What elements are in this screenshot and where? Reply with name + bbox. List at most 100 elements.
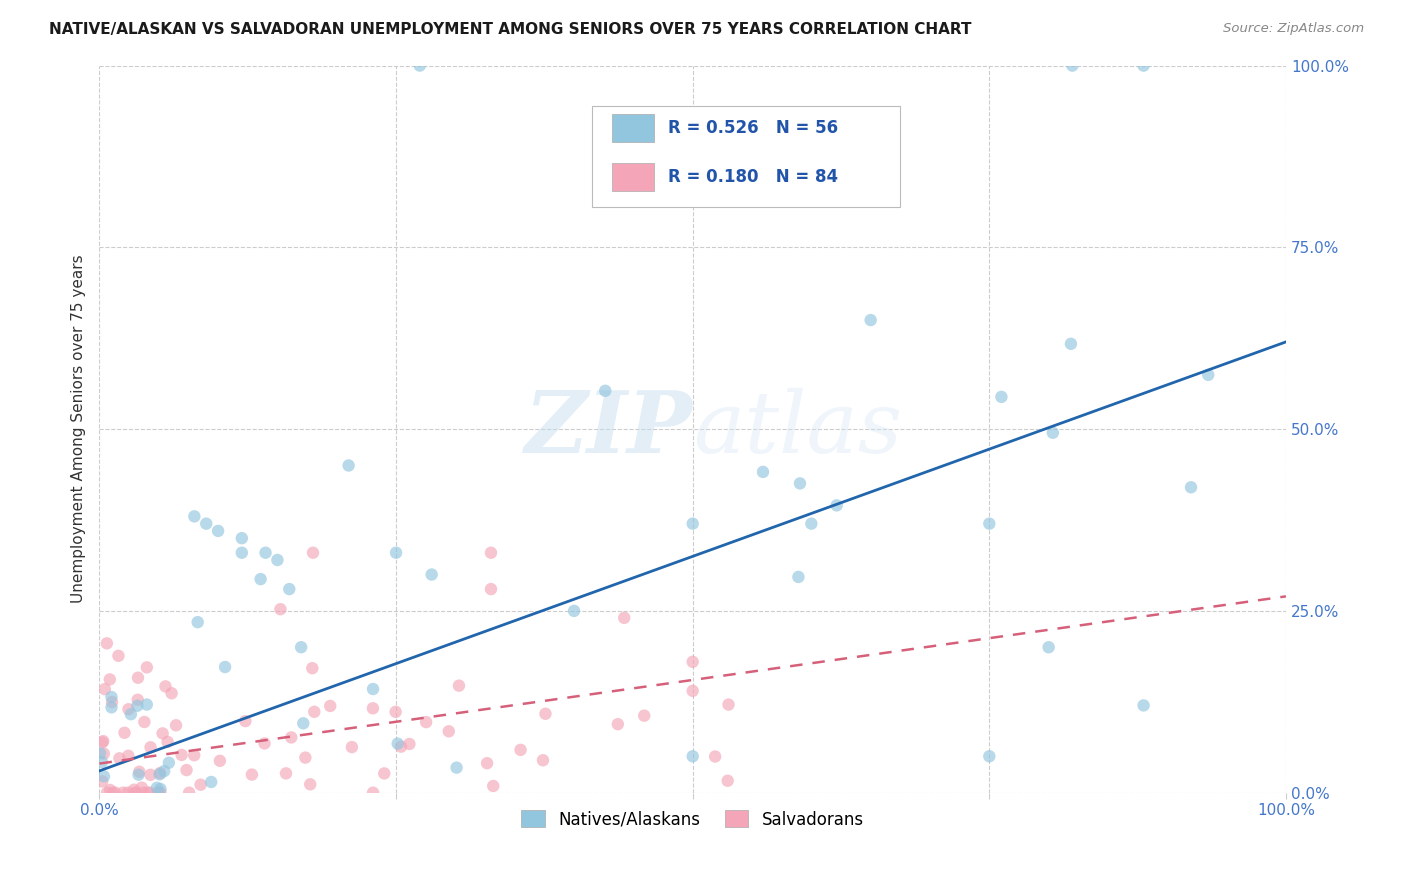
- Point: [100, 700, 122, 714]
- Point: [125, 786, 148, 800]
- Point: [149, 766, 172, 780]
- Point: [292, 716, 315, 731]
- Point: [294, 750, 316, 764]
- Point: [91, 774, 114, 789]
- Point: [1132, 59, 1154, 73]
- Point: [93, 747, 115, 761]
- Point: [280, 731, 302, 745]
- Point: [160, 686, 183, 700]
- Point: [91, 734, 114, 748]
- Point: [409, 59, 432, 73]
- Point: [139, 768, 162, 782]
- Point: [340, 740, 363, 755]
- Point: [299, 777, 322, 791]
- Point: [240, 767, 263, 781]
- Point: [91, 755, 114, 769]
- Point: [389, 739, 412, 754]
- Point: [415, 715, 437, 730]
- Point: [91, 735, 114, 749]
- Point: [420, 567, 443, 582]
- Point: [100, 690, 122, 704]
- Point: [96, 786, 118, 800]
- Point: [124, 786, 146, 800]
- Point: [1062, 59, 1084, 73]
- Point: [127, 698, 149, 713]
- Point: [752, 465, 775, 479]
- Point: [132, 786, 155, 800]
- Point: [385, 546, 408, 560]
- Text: R = 0.526   N = 56: R = 0.526 N = 56: [668, 120, 838, 137]
- Point: [562, 604, 585, 618]
- Point: [269, 602, 291, 616]
- Point: [155, 679, 177, 693]
- FancyBboxPatch shape: [592, 105, 900, 207]
- Point: [509, 743, 531, 757]
- Point: [117, 786, 139, 800]
- Point: [152, 726, 174, 740]
- Point: [190, 778, 212, 792]
- Point: [117, 702, 139, 716]
- Point: [89, 746, 111, 760]
- Point: [787, 570, 810, 584]
- Point: [1042, 425, 1064, 440]
- Point: [606, 717, 628, 731]
- Point: [373, 766, 395, 780]
- Point: [266, 553, 288, 567]
- Point: [183, 748, 205, 763]
- Text: R = 0.180   N = 84: R = 0.180 N = 84: [668, 168, 838, 186]
- Point: [361, 786, 384, 800]
- Point: [249, 572, 271, 586]
- Point: [361, 701, 384, 715]
- Point: [1038, 640, 1060, 655]
- Point: [302, 546, 325, 560]
- Point: [148, 786, 170, 800]
- Point: [990, 390, 1012, 404]
- Point: [128, 764, 150, 779]
- Point: [1180, 480, 1202, 494]
- Point: [1197, 368, 1219, 382]
- Point: [170, 747, 193, 762]
- Point: [101, 695, 124, 709]
- FancyBboxPatch shape: [612, 114, 654, 142]
- Point: [682, 655, 704, 669]
- Point: [301, 661, 323, 675]
- Point: [446, 761, 468, 775]
- Point: [682, 749, 704, 764]
- Point: [593, 384, 616, 398]
- Text: atlas: atlas: [693, 388, 901, 470]
- Point: [278, 582, 301, 596]
- Point: [149, 786, 172, 800]
- Point: [437, 724, 460, 739]
- Point: [127, 671, 149, 685]
- Point: [208, 754, 231, 768]
- Point: [157, 756, 180, 770]
- Point: [93, 769, 115, 783]
- Point: [112, 786, 135, 800]
- Point: [128, 767, 150, 781]
- Point: [387, 737, 409, 751]
- Point: [231, 546, 253, 560]
- Point: [114, 725, 136, 739]
- Point: [195, 516, 218, 531]
- FancyBboxPatch shape: [612, 163, 654, 191]
- Point: [120, 707, 142, 722]
- Point: [304, 705, 326, 719]
- Point: [131, 780, 153, 795]
- Point: [337, 458, 360, 473]
- Point: [165, 718, 187, 732]
- Point: [134, 714, 156, 729]
- Point: [200, 775, 222, 789]
- Point: [176, 763, 198, 777]
- Y-axis label: Unemployment Among Seniors over 75 years: Unemployment Among Seniors over 75 years: [72, 255, 86, 604]
- Point: [479, 582, 502, 596]
- Point: [482, 779, 505, 793]
- Point: [139, 740, 162, 755]
- Point: [789, 476, 811, 491]
- Point: [187, 615, 209, 629]
- Point: [146, 780, 169, 795]
- Point: [207, 524, 229, 538]
- Point: [108, 751, 131, 765]
- Point: [633, 708, 655, 723]
- Point: [447, 679, 470, 693]
- Text: Source: ZipAtlas.com: Source: ZipAtlas.com: [1223, 22, 1364, 36]
